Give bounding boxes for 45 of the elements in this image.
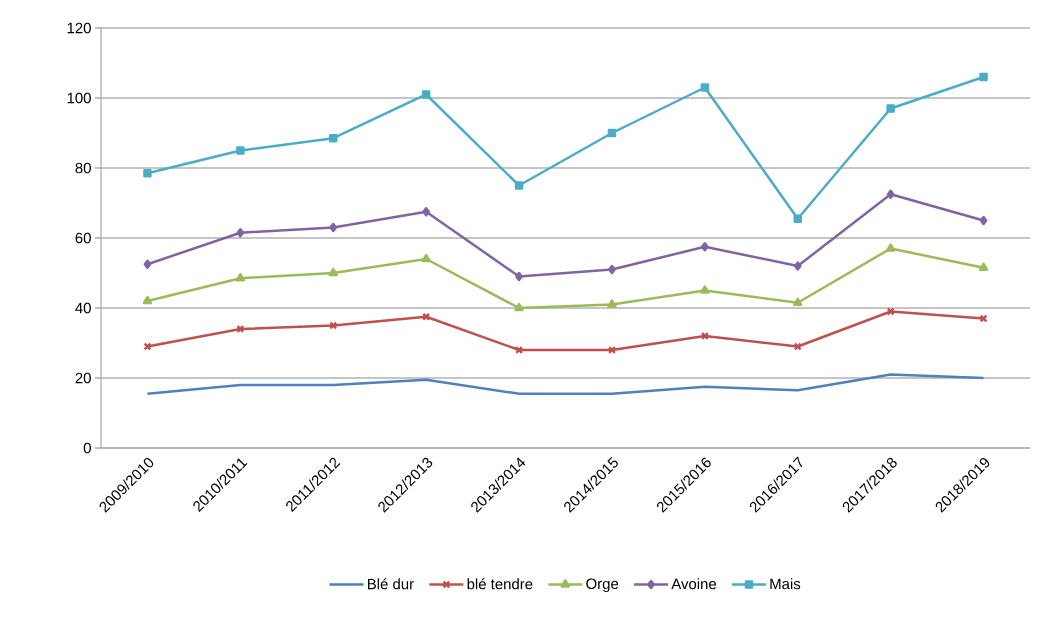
point [700,83,710,92]
point [421,90,431,99]
point [793,214,802,223]
point [793,297,803,306]
point [328,267,338,277]
point [236,146,245,155]
legend-label: Blé dur [367,578,414,590]
y-tick-label: 120 [67,22,91,34]
y-tick-label: 0 [83,442,91,454]
point [607,128,617,138]
point [236,228,245,238]
point [979,72,988,82]
legend-label: Orge [586,578,619,592]
point [514,302,524,312]
legend-label: Avoine [671,578,717,590]
y-tick-label: 40 [75,302,91,314]
y-tick-label: 100 [67,92,91,104]
legend-label: Mais [770,578,801,590]
point [422,207,431,217]
point [886,104,895,113]
point [607,299,617,308]
y-tick-label: 20 [75,372,91,384]
point [886,189,895,199]
point [515,271,523,282]
legend-label: blé tendre [467,578,533,590]
point [793,342,802,351]
y-tick-label: 80 [75,162,91,174]
point [700,285,710,294]
point [143,169,152,178]
y-tick-label: 60 [75,232,91,244]
point [608,264,616,275]
point [700,242,709,252]
line-series [146,373,985,395]
point [142,295,153,305]
point [329,134,338,143]
point [235,273,246,282]
point [978,262,989,271]
point [421,253,431,263]
point [793,261,802,271]
point [143,259,152,269]
point [979,215,988,226]
point [236,324,245,334]
point [885,243,896,252]
point [514,181,524,190]
point [329,222,338,233]
